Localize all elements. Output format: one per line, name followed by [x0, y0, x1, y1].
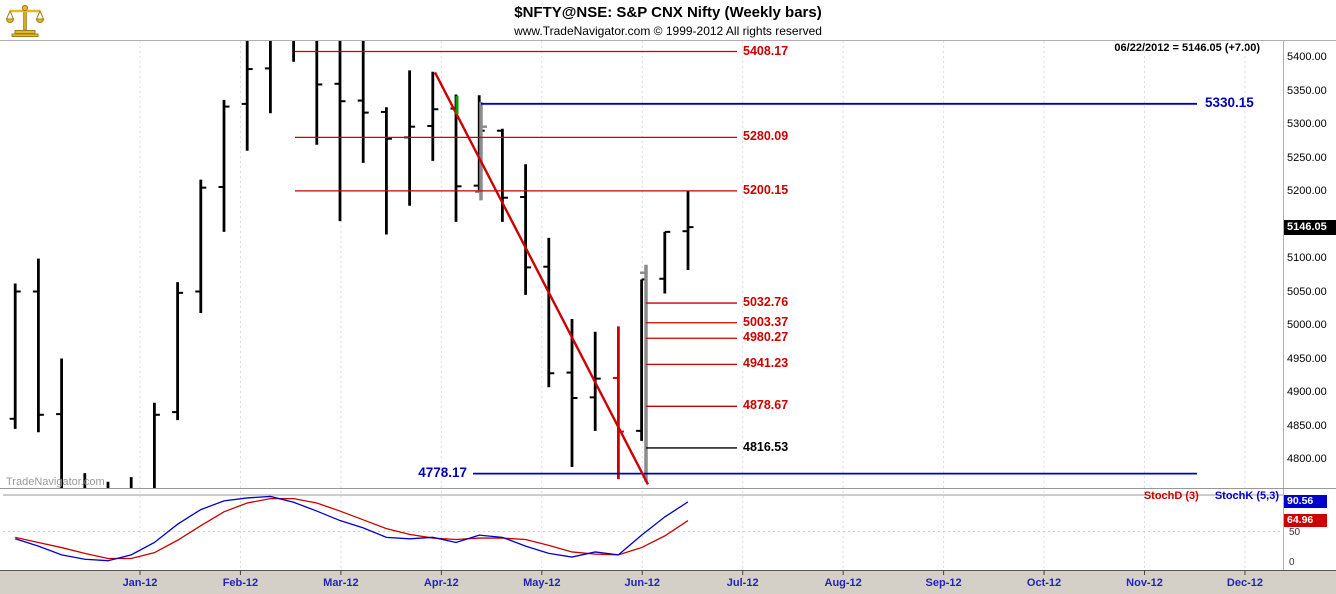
- watermark-text: TradeNavigator.com: [6, 476, 105, 488]
- price-axis-tick: 4950.00: [1287, 352, 1327, 365]
- copyright-line: www.TradeNavigator.com © 1999-2012 All r…: [514, 24, 822, 38]
- last-price-badge: 5146.05: [1284, 220, 1336, 235]
- price-axis-divider: [1283, 40, 1284, 570]
- level-label[interactable]: 4878.67: [743, 398, 789, 413]
- stoch-scale-tick: 0: [1289, 557, 1295, 568]
- header-divider: [0, 40, 1336, 41]
- price-axis-tick: 5050.00: [1287, 285, 1327, 298]
- chart-title: $NFTY@NSE: S&P CNX Nifty (Weekly bars): [514, 4, 822, 21]
- level-label[interactable]: 5408.17: [743, 43, 789, 58]
- month-axis-label: Jul-12: [726, 577, 759, 589]
- stochastic-pane: [3, 494, 1283, 562]
- level-label[interactable]: 5200.15: [743, 182, 789, 197]
- level-label[interactable]: 5032.76: [743, 295, 789, 310]
- month-axis-label: Apr-12: [423, 577, 459, 589]
- stochd-line: [15, 497, 689, 560]
- month-axis-label: May-12: [523, 577, 561, 589]
- month-axis-label: Sep-12: [925, 577, 962, 589]
- stochk-line: [15, 495, 689, 562]
- month-axis-label: Nov-12: [1126, 577, 1163, 589]
- stochastic-legend: StochD (3) StochK (5,3): [1144, 490, 1279, 502]
- stoch-scale-tick: 50: [1289, 526, 1301, 538]
- price-axis-tick: 4800.00: [1287, 453, 1327, 465]
- level-label[interactable]: 5003.37: [743, 314, 789, 329]
- month-gridlines: [139, 41, 1246, 575]
- month-axis-label: Aug-12: [824, 577, 862, 589]
- level-label[interactable]: 5280.09: [743, 129, 789, 144]
- x-axis-line: [0, 570, 1336, 571]
- price-axis-tick: 5300.00: [1287, 118, 1327, 130]
- price-axis-tick: 5250.00: [1287, 151, 1327, 164]
- x-axis-strip: [0, 571, 1336, 594]
- price-axis-tick: 5200.00: [1287, 185, 1327, 197]
- level-label[interactable]: 4816.53: [743, 439, 789, 454]
- price-axis-tick: 4900.00: [1287, 386, 1327, 398]
- stochastic-panel-divider: [0, 488, 1336, 489]
- last-quote-readout: 06/22/2012 = 5146.05 (+7.00): [1114, 42, 1260, 54]
- price-axis-tick: 5350.00: [1287, 84, 1327, 97]
- stochk-legend-label[interactable]: StochK (5,3): [1214, 490, 1279, 502]
- price-axis-tick: 4850.00: [1287, 419, 1327, 432]
- level-label[interactable]: 5330.15: [1205, 94, 1254, 110]
- stochd-legend-label[interactable]: StochD (3): [1143, 490, 1199, 502]
- month-axis-label: Jan-12: [122, 577, 158, 589]
- level-label[interactable]: 4778.17: [418, 464, 467, 480]
- price-axis-tick: 5100.00: [1287, 252, 1327, 264]
- month-axis-label: Dec-12: [1226, 577, 1263, 589]
- month-axis-label: Jun-12: [624, 577, 660, 589]
- price-pane: [9, 41, 1197, 488]
- month-axis-label: Oct-12: [1026, 577, 1062, 589]
- stochd-value-badge: 64.96: [1284, 514, 1327, 527]
- month-axis-label: Mar-12: [323, 577, 359, 589]
- price-axis-tick: 5400.00: [1287, 51, 1327, 63]
- month-axis-label: Feb-12: [222, 577, 259, 589]
- price-axis-tick: 5000.00: [1287, 319, 1327, 331]
- scales-logo-icon: [5, 4, 45, 37]
- stochk-value-badge: 90.56: [1284, 495, 1327, 508]
- level-label[interactable]: 4941.23: [743, 356, 789, 371]
- level-label[interactable]: 4980.27: [743, 330, 789, 345]
